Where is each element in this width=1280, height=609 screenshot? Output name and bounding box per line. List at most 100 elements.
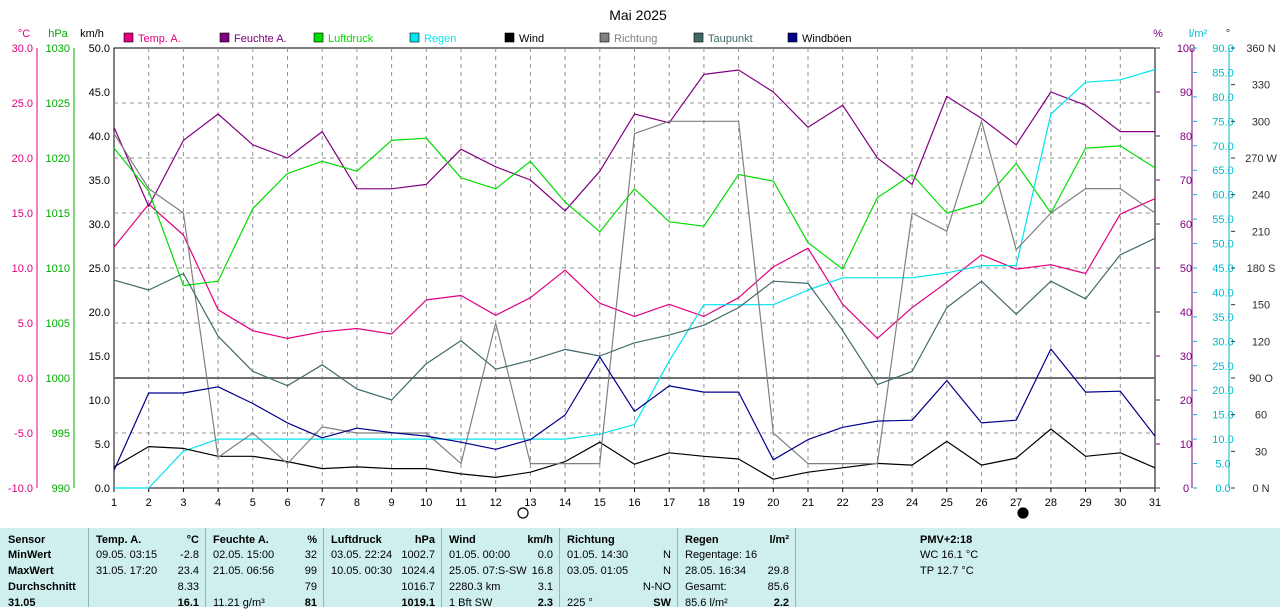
- direction-axis-unit: °: [1226, 28, 1230, 40]
- direction-tick-label: 150: [1252, 300, 1270, 312]
- rain-tick-label: 30.0: [1212, 336, 1233, 348]
- table-cell-info: 01.05. 14:30: [567, 549, 629, 561]
- table-header: Wind: [449, 534, 476, 546]
- table-cell-info: 31.05. 17:20: [96, 565, 158, 577]
- humidity-tick-label: 90: [1180, 87, 1192, 99]
- series-line-richtung: [113, 120, 1156, 465]
- table-cell-info: 225 °: [567, 597, 593, 609]
- grid: [114, 48, 1155, 488]
- table-header-unit: km/h: [527, 534, 553, 546]
- temp-tick-label: 0.0: [18, 373, 33, 385]
- table-cell-info: 85.6 l/m²: [685, 597, 728, 609]
- temp-tick-label: 15.0: [12, 208, 33, 220]
- rain-tick-label: 90.0: [1212, 43, 1233, 55]
- x-tick-label: 2: [146, 497, 152, 509]
- wind-axis-unit: km/h: [80, 28, 104, 40]
- table-cell-value: N: [663, 549, 671, 561]
- table-row-label: MaxWert: [8, 565, 54, 577]
- x-tick-label: 21: [802, 497, 814, 509]
- pressure-tick-label: 990: [52, 483, 70, 495]
- legend-label-richtung: Richtung: [614, 33, 657, 45]
- rain-tick-label: 55.0: [1212, 214, 1233, 226]
- direction-tick-label: 120: [1252, 336, 1270, 348]
- x-tick-label: 10: [420, 497, 432, 509]
- table-cell-info: 03.05. 22:24: [331, 549, 393, 561]
- rain-tick-label: 25.0: [1212, 361, 1233, 373]
- table-cell-info: 01.05. 00:00: [449, 549, 511, 561]
- humidity-tick-label: 60: [1180, 219, 1192, 231]
- direction-tick-label: 300: [1252, 116, 1270, 128]
- x-tick-label: 16: [628, 497, 640, 509]
- pmv-line: WC 16.1 °C: [920, 549, 979, 561]
- humidity-tick-label: 50: [1180, 263, 1192, 275]
- series-line-luftdruck: [113, 137, 1156, 287]
- table-cell-value: 2.3: [537, 597, 553, 609]
- table-header: Richtung: [567, 534, 615, 546]
- direction-tick-label: 210: [1252, 226, 1270, 238]
- legend-label-feuchte-a: Feuchte A.: [234, 33, 287, 45]
- table-cell-info: 21.05. 06:56: [213, 565, 275, 577]
- table-cell-info: 02.05. 15:00: [213, 549, 275, 561]
- legend-label-luftdruck: Luftdruck: [328, 33, 374, 45]
- wind-tick-label: 40.0: [89, 131, 110, 143]
- rain-axis-unit: l/m²: [1189, 28, 1208, 40]
- x-tick-label: 20: [767, 497, 779, 509]
- legend-label-taupunkt: Taupunkt: [708, 33, 753, 45]
- direction-tick-label: 240: [1252, 190, 1270, 202]
- wind-tick-label: 10.0: [89, 395, 110, 407]
- table-cell-value: 0.0: [537, 549, 553, 561]
- humidity-tick-label: 70: [1180, 175, 1192, 187]
- legend-swatch-feuchte-a: [219, 32, 230, 43]
- pressure-tick-label: 1030: [46, 43, 70, 55]
- humidity-tick-label: 40: [1180, 307, 1192, 319]
- table-cell-info: 2280.3 km: [449, 581, 501, 593]
- table-cell-info: 03.05. 01:05: [567, 565, 629, 577]
- chart-title: Mai 2025: [609, 7, 667, 23]
- temp-tick-label: -5.0: [14, 428, 33, 440]
- temp-axis-unit: °C: [18, 28, 30, 40]
- table-cell-info: 1 Bft SW: [449, 597, 493, 609]
- pressure-tick-label: 1010: [46, 263, 70, 275]
- x-tick-label: 13: [524, 497, 536, 509]
- rain-tick-label: 85.0: [1212, 67, 1233, 79]
- table-header-unit: %: [307, 534, 317, 546]
- legend-label-regen: Regen: [424, 33, 456, 45]
- legend-swatch-luftdruck: [313, 32, 324, 43]
- humidity-tick-label: 20: [1180, 395, 1192, 407]
- wind-tick-label: 50.0: [89, 43, 110, 55]
- x-tick-label: 3: [180, 497, 186, 509]
- x-tick-label: 25: [941, 497, 953, 509]
- table-divider: [559, 528, 560, 607]
- x-tick-label: 17: [663, 497, 675, 509]
- table-cell-value: N: [663, 565, 671, 577]
- series-line-temp-a: [113, 198, 1156, 339]
- table-divider: [441, 528, 442, 607]
- table-header: Sensor: [8, 534, 46, 546]
- table-divider: [205, 528, 206, 607]
- series-line-wind: [113, 428, 1156, 480]
- table-cell-info: 25.05. 07:S-SW: [449, 565, 527, 577]
- x-tick-label: 24: [906, 497, 918, 509]
- table-cell-value: 81: [304, 597, 317, 609]
- temp-tick-label: 30.0: [12, 43, 33, 55]
- x-tick-label: 14: [559, 497, 571, 509]
- wind-tick-label: 45.0: [89, 87, 110, 99]
- table-cell-info: 10.05. 00:30: [331, 565, 393, 577]
- table-cell-value: 32: [304, 549, 317, 561]
- table-cell-info: Regentage: 16: [685, 549, 758, 561]
- table-cell-value: 8.33: [177, 581, 199, 593]
- x-tick-label: 11: [455, 497, 466, 509]
- legend-swatch-windb-en: [787, 32, 798, 43]
- table-cell-value: SW: [653, 597, 671, 609]
- legend-swatch-regen: [409, 32, 420, 43]
- rain-tick-label: 10.0: [1212, 434, 1233, 446]
- wind-tick-label: 30.0: [89, 219, 110, 231]
- rain-tick-label: 45.0: [1212, 263, 1233, 275]
- table-cell-value: 2.2: [773, 597, 789, 609]
- full-moon-icon: [1017, 507, 1029, 519]
- direction-tick-label: 30: [1255, 446, 1267, 458]
- direction-tick-label: 270 W: [1245, 153, 1277, 165]
- table-cell-value: 1024.4: [401, 565, 435, 577]
- legend-label-temp-a: Temp. A.: [138, 33, 181, 45]
- table-divider: [795, 528, 796, 607]
